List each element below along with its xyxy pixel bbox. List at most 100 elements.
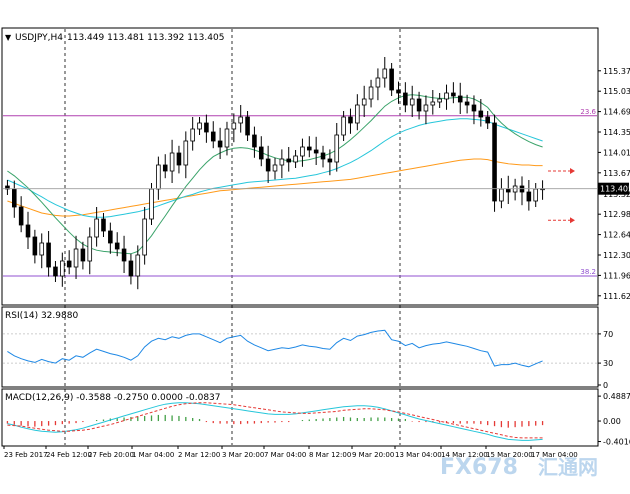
x-tick-label: 8 Mar 12:00 (309, 451, 351, 459)
ohlc-readout: 113.449 113.481 113.392 113.405 (67, 33, 224, 43)
candle-body (409, 98, 415, 106)
candle-body (526, 191, 532, 202)
candle-body (471, 104, 477, 112)
price-tick-label: 115.370 (603, 67, 630, 76)
candle-body (142, 218, 147, 256)
candle-body (12, 188, 17, 208)
candle-body (478, 110, 484, 118)
candle-body (368, 86, 374, 100)
candle-body (361, 98, 367, 106)
x-tick-label: 14 Mar 12:00 (441, 451, 488, 459)
brand-watermark: FX678 (440, 455, 518, 480)
x-tick-label: 1 Mar 04:00 (132, 451, 174, 459)
price-tick-label: 115.030 (603, 87, 630, 96)
candle-body (334, 134, 340, 163)
x-tick-label: 7 Mar 04:00 (264, 451, 306, 459)
price-tick-label: 114.350 (603, 128, 630, 137)
candle-body (66, 260, 72, 268)
fib-level-label: 23.6 (580, 108, 596, 116)
fib-level-label: 38.2 (580, 268, 596, 276)
macd-line (7, 402, 543, 441)
candle-body (258, 146, 264, 160)
candle-body (238, 116, 243, 124)
current-price-label: 113.405 (600, 185, 630, 194)
candle-body (457, 95, 463, 103)
price-tick-label: 114.690 (603, 108, 630, 117)
price-tick-label: 111.620 (603, 292, 630, 301)
candle-body (18, 206, 24, 226)
candle-body (403, 92, 408, 106)
price-tick-label: 112.980 (603, 210, 630, 219)
candle-body (135, 254, 141, 277)
candle-body (396, 89, 401, 94)
candle-body (156, 164, 161, 190)
symbol-label: USDJPY,H4 (15, 33, 63, 43)
candle-body (101, 218, 106, 232)
candle-body (423, 104, 429, 112)
candle-body (444, 92, 449, 100)
candle-body (94, 218, 99, 238)
candle-body (505, 188, 511, 193)
candle-body (176, 152, 182, 166)
candle-body (149, 188, 154, 220)
candle-body (39, 242, 45, 256)
candle-body (416, 98, 422, 112)
macd-tick-label: -0.4016 (603, 438, 630, 447)
dropdown-triangle-icon[interactable]: ▼ (5, 33, 12, 42)
candle-body (224, 128, 230, 148)
price-panel (1, 27, 599, 306)
candle-body (430, 101, 436, 106)
candle-body (355, 104, 360, 124)
x-tick-label: 2 Mar 12:00 (178, 451, 220, 459)
candle-body (231, 122, 237, 130)
candle-body (210, 131, 216, 142)
candle-body (327, 158, 333, 163)
x-tick-label: 3 Mar 20:00 (222, 451, 264, 459)
candle-body (108, 230, 113, 244)
price-tick-label: 111.960 (603, 271, 630, 280)
x-tick-label: 13 Mar 04:00 (395, 451, 442, 459)
x-tick-label: 9 Mar 20:00 (352, 451, 394, 459)
candle-body (128, 260, 134, 277)
candle-body (121, 248, 127, 262)
candle-body (341, 116, 346, 136)
target-arrow-head (570, 217, 575, 224)
candle-body (265, 158, 271, 172)
candle-body (197, 122, 202, 130)
candle-body (279, 158, 285, 166)
candle-body (252, 134, 257, 148)
candle-body (190, 128, 195, 142)
price-tick-label: 114.010 (603, 148, 630, 157)
brand-watermark-cn: 汇通网 (538, 455, 598, 479)
candle-body (60, 260, 65, 277)
candle-body (53, 266, 58, 277)
candle-body (485, 116, 490, 124)
macd-tick-label: 0.00 (603, 417, 621, 426)
candle-body (464, 101, 470, 106)
macd-label: MACD(12,26,9) -0.3588 -0.2750 0.0000 -0.… (5, 393, 221, 403)
candle-body (286, 158, 292, 163)
candle-body (437, 98, 442, 103)
candle-body (162, 164, 168, 172)
macd-panel (1, 388, 599, 447)
x-tick-label: 24 Feb 12:00 (46, 451, 92, 459)
current-price-tag (598, 182, 629, 195)
candle-body (492, 122, 497, 202)
candle-body (375, 77, 381, 88)
candle-body (382, 68, 388, 79)
candle-body (73, 248, 79, 268)
rsi-tick-label: 30 (603, 359, 613, 368)
candle-body (204, 122, 209, 133)
rsi-line (7, 329, 543, 368)
candle-body (46, 242, 51, 268)
candle-body (169, 152, 175, 172)
rsi-tick-label: 70 (603, 330, 613, 339)
candle-body (499, 188, 504, 202)
candle-body (87, 236, 93, 262)
candle-body (313, 149, 319, 154)
candle-body (389, 68, 394, 91)
rsi-panel (1, 306, 599, 388)
candle-body (183, 140, 189, 166)
